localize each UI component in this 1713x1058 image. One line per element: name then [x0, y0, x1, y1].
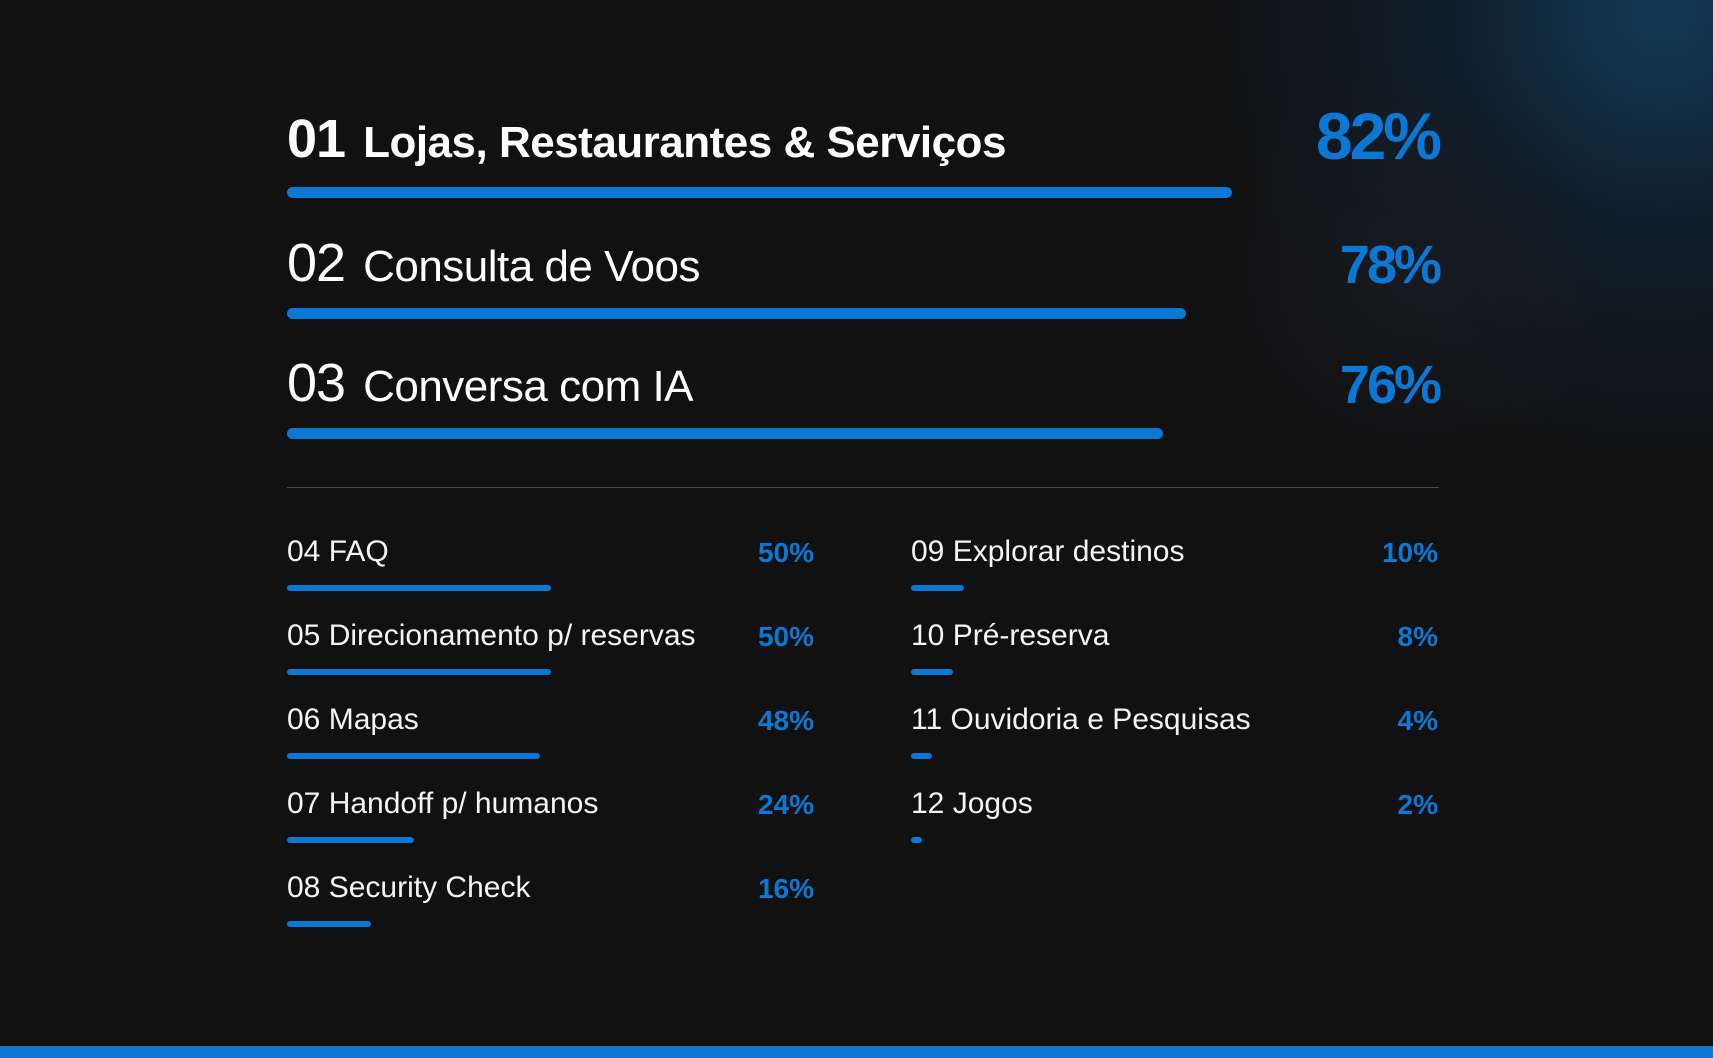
left-column-item-label: 07 Handoff p/ humanos: [287, 787, 599, 820]
top-item-bar: [287, 308, 1186, 319]
right-column-item-bar: [911, 837, 922, 843]
right-column-item: 10 Pré-reserva 8%: [911, 619, 1438, 679]
left-column-item-bar-track: [287, 753, 814, 759]
section-divider: [287, 487, 1439, 488]
right-column-item: 11 Ouvidoria e Pesquisas 4%: [911, 703, 1438, 763]
top-item-number: 02: [287, 233, 346, 293]
right-column-item-bar-track: [911, 837, 1438, 843]
right-column-item-bar: [911, 669, 953, 675]
right-column-item-bar-track: [911, 669, 1438, 675]
right-column-item: 12 Jogos 2%: [911, 787, 1438, 847]
left-column-item: 06 Mapas 48%: [287, 703, 814, 763]
left-column-item-label: 04 FAQ: [287, 535, 389, 568]
left-column-item-label: 05 Direcionamento p/ reservas: [287, 619, 696, 652]
right-column-item-bar-track: [911, 753, 1438, 759]
left-column-item-bar: [287, 669, 551, 675]
left-column-item-percent: 50%: [757, 621, 814, 652]
top-item-bar-track: [287, 428, 1439, 439]
top-item-bar-track: [287, 187, 1439, 198]
right-column-item-percent: 4%: [1397, 705, 1438, 736]
right-column-item: 09 Explorar destinos 10%: [911, 535, 1438, 595]
top-item-bar: [287, 428, 1163, 439]
left-column-item-bar: [287, 921, 371, 927]
right-column-item-label: 11 Ouvidoria e Pesquisas: [911, 703, 1251, 736]
left-column-item-label: 08 Security Check: [287, 871, 531, 904]
top-item-number: 03: [287, 353, 346, 413]
left-column-item-bar: [287, 753, 540, 759]
right-column-item-bar: [911, 753, 932, 759]
top-item-percent: 82%: [1315, 99, 1442, 173]
top-item-percent: 78%: [1339, 235, 1442, 295]
top-item-bar: [287, 187, 1232, 198]
bottom-accent-line: [0, 1046, 1713, 1058]
right-column-item-label: 12 Jogos: [911, 787, 1033, 820]
right-column-item-percent: 2%: [1397, 789, 1438, 820]
top-item-percent: 76%: [1339, 355, 1442, 415]
left-column-item-percent: 50%: [757, 537, 814, 568]
left-column-item-bar-track: [287, 669, 814, 675]
right-column-item-label: 10 Pré-reserva: [911, 619, 1110, 652]
left-column-item: 08 Security Check 16%: [287, 871, 814, 931]
left-column-item-bar-track: [287, 585, 814, 591]
background-shadow: [1233, 40, 1593, 500]
right-column-item-percent: 8%: [1397, 621, 1438, 652]
top-item-heading: 02 Consulta de Voos: [287, 232, 700, 294]
top-item-label: Lojas, Restaurantes & Serviços: [363, 118, 1006, 167]
left-column-item: 05 Direcionamento p/ reservas 50%: [287, 619, 814, 679]
left-column-item-percent: 24%: [757, 789, 814, 820]
left-column-item-percent: 48%: [757, 705, 814, 736]
left-column-item-bar-track: [287, 837, 814, 843]
left-column-item-bar: [287, 837, 414, 843]
left-column-item-label: 06 Mapas: [287, 703, 419, 736]
right-column-item-percent: 10%: [1381, 537, 1438, 568]
top-item-label: Conversa com IA: [363, 362, 694, 411]
left-column-item-bar: [287, 585, 551, 591]
right-column-item-bar: [911, 585, 964, 591]
top-item-number: 01: [287, 109, 346, 169]
right-column-item-bar-track: [911, 585, 1438, 591]
left-column-item-bar-track: [287, 921, 814, 927]
right-column-item-label: 09 Explorar destinos: [911, 535, 1185, 568]
top-item-bar-track: [287, 308, 1439, 319]
top-item-label: Consulta de Voos: [363, 242, 700, 291]
left-column-item: 04 FAQ 50%: [287, 535, 814, 595]
top-item-heading: 03 Conversa com IA: [287, 352, 694, 414]
left-column-item: 07 Handoff p/ humanos 24%: [287, 787, 814, 847]
left-column-item-percent: 16%: [757, 873, 814, 904]
top-item-heading: 01 Lojas, Restaurantes & Serviços: [287, 108, 1006, 170]
